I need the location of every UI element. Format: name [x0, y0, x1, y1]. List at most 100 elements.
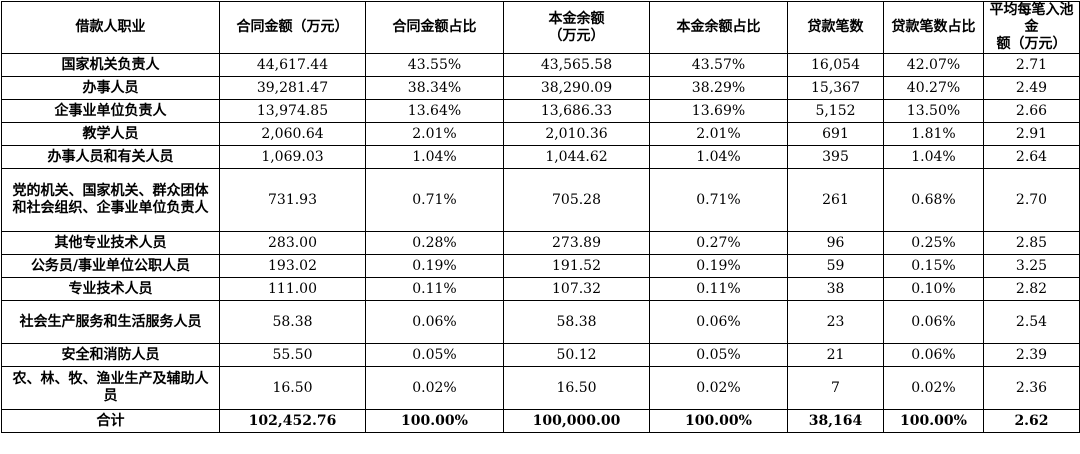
header-occupation: 借款人职业 [1, 1, 220, 54]
total-row: 合计 102,452.76 100.00% 100,000.00 100.00%… [1, 409, 1080, 433]
total-count-cell: 38,164 [787, 409, 884, 433]
balance-cell: 13,686.33 [503, 99, 650, 123]
count-cell: 96 [787, 231, 884, 255]
contract-pct-cell: 0.71% [365, 168, 504, 232]
occupation-cell: 农、林、牧、渔业生产及辅助人员 [1, 366, 220, 410]
total-label-cell: 合计 [1, 409, 220, 433]
count-cell: 23 [787, 300, 884, 344]
balance-cell: 16.50 [503, 366, 650, 410]
table-row: 办事人员 39,281.47 38.34% 38,290.09 38.29% 1… [1, 76, 1080, 100]
contract-cell: 731.93 [219, 168, 366, 232]
count-pct-cell: 0.15% [883, 254, 984, 278]
contract-cell: 16.50 [219, 366, 366, 410]
table-row: 办事人员和有关人员 1,069.03 1.04% 1,044.62 1.04% … [1, 145, 1080, 169]
balance-pct-cell: 1.04% [649, 145, 788, 169]
count-pct-cell: 1.04% [883, 145, 984, 169]
table-row: 教学人员 2,060.64 2.01% 2,010.36 2.01% 691 1… [1, 122, 1080, 146]
header-loan-count: 贷款笔数 [787, 1, 884, 54]
balance-pct-cell: 0.27% [649, 231, 788, 255]
count-pct-cell: 0.10% [883, 277, 984, 301]
table-row: 企事业单位负责人 13,974.85 13.64% 13,686.33 13.6… [1, 99, 1080, 123]
count-pct-cell: 0.06% [883, 343, 984, 367]
total-balance-cell: 100,000.00 [503, 409, 650, 433]
occupation-cell: 国家机关负责人 [1, 53, 220, 77]
count-cell: 21 [787, 343, 884, 367]
contract-cell: 1,069.03 [219, 145, 366, 169]
loan-occupation-table: 借款人职业 合同金额（万元） 合同金额占比 本金余额 （万元） 本金余额占比 贷… [1, 1, 1080, 433]
occupation-cell: 办事人员和有关人员 [1, 145, 220, 169]
count-cell: 395 [787, 145, 884, 169]
occupation-cell: 办事人员 [1, 76, 220, 100]
table-row: 国家机关负责人 44,617.44 43.55% 43,565.58 43.57… [1, 53, 1080, 77]
balance-pct-cell: 0.02% [649, 366, 788, 410]
avg-cell: 2.36 [983, 366, 1080, 410]
contract-cell: 193.02 [219, 254, 366, 278]
avg-cell: 2.66 [983, 99, 1080, 123]
table-row: 党的机关、国家机关、群众团体和社会组织、企事业单位负责人 731.93 0.71… [1, 168, 1080, 232]
balance-pct-cell: 2.01% [649, 122, 788, 146]
occupation-cell: 安全和消防人员 [1, 343, 220, 367]
contract-cell: 283.00 [219, 231, 366, 255]
occupation-cell: 社会生产服务和生活服务人员 [1, 300, 220, 344]
count-cell: 261 [787, 168, 884, 232]
balance-cell: 705.28 [503, 168, 650, 232]
contract-cell: 58.38 [219, 300, 366, 344]
total-balance-pct-cell: 100.00% [649, 409, 788, 433]
count-cell: 7 [787, 366, 884, 410]
contract-cell: 13,974.85 [219, 99, 366, 123]
contract-pct-cell: 43.55% [365, 53, 504, 77]
contract-cell: 55.50 [219, 343, 366, 367]
header-balance-pct: 本金余额占比 [649, 1, 788, 54]
occupation-cell: 其他专业技术人员 [1, 231, 220, 255]
count-pct-cell: 42.07% [883, 53, 984, 77]
header-contract-pct: 合同金额占比 [365, 1, 504, 54]
contract-pct-cell: 0.06% [365, 300, 504, 344]
contract-pct-cell: 0.02% [365, 366, 504, 410]
avg-cell: 2.70 [983, 168, 1080, 232]
table-row: 社会生产服务和生活服务人员 58.38 0.06% 58.38 0.06% 23… [1, 300, 1080, 344]
avg-cell: 2.71 [983, 53, 1080, 77]
avg-cell: 2.91 [983, 122, 1080, 146]
count-pct-cell: 13.50% [883, 99, 984, 123]
count-cell: 691 [787, 122, 884, 146]
total-count-pct-cell: 100.00% [883, 409, 984, 433]
table-row: 农、林、牧、渔业生产及辅助人员 16.50 0.02% 16.50 0.02% … [1, 366, 1080, 410]
contract-cell: 111.00 [219, 277, 366, 301]
header-loan-count-pct: 贷款笔数占比 [883, 1, 984, 54]
occupation-cell: 公务员/事业单位公职人员 [1, 254, 220, 278]
count-cell: 15,367 [787, 76, 884, 100]
avg-cell: 3.25 [983, 254, 1080, 278]
contract-pct-cell: 38.34% [365, 76, 504, 100]
balance-cell: 50.12 [503, 343, 650, 367]
avg-cell: 2.64 [983, 145, 1080, 169]
balance-pct-cell: 0.71% [649, 168, 788, 232]
avg-cell: 2.49 [983, 76, 1080, 100]
count-pct-cell: 0.06% [883, 300, 984, 344]
total-contract-cell: 102,452.76 [219, 409, 366, 433]
balance-pct-cell: 43.57% [649, 53, 788, 77]
balance-cell: 273.89 [503, 231, 650, 255]
contract-pct-cell: 0.28% [365, 231, 504, 255]
count-pct-cell: 40.27% [883, 76, 984, 100]
contract-cell: 44,617.44 [219, 53, 366, 77]
total-contract-pct-cell: 100.00% [365, 409, 504, 433]
table-row: 其他专业技术人员 283.00 0.28% 273.89 0.27% 96 0.… [1, 231, 1080, 255]
balance-pct-cell: 0.05% [649, 343, 788, 367]
total-avg-cell: 2.62 [983, 409, 1080, 433]
header-row: 借款人职业 合同金额（万元） 合同金额占比 本金余额 （万元） 本金余额占比 贷… [1, 1, 1080, 54]
avg-cell: 2.85 [983, 231, 1080, 255]
contract-pct-cell: 1.04% [365, 145, 504, 169]
count-pct-cell: 0.02% [883, 366, 984, 410]
avg-cell: 2.54 [983, 300, 1080, 344]
header-balance: 本金余额 （万元） [503, 1, 650, 54]
contract-pct-cell: 0.11% [365, 277, 504, 301]
contract-cell: 2,060.64 [219, 122, 366, 146]
balance-pct-cell: 0.06% [649, 300, 788, 344]
count-cell: 59 [787, 254, 884, 278]
occupation-cell: 党的机关、国家机关、群众团体和社会组织、企事业单位负责人 [1, 168, 220, 232]
balance-cell: 2,010.36 [503, 122, 650, 146]
balance-cell: 38,290.09 [503, 76, 650, 100]
avg-cell: 2.39 [983, 343, 1080, 367]
balance-cell: 107.32 [503, 277, 650, 301]
occupation-cell: 企事业单位负责人 [1, 99, 220, 123]
